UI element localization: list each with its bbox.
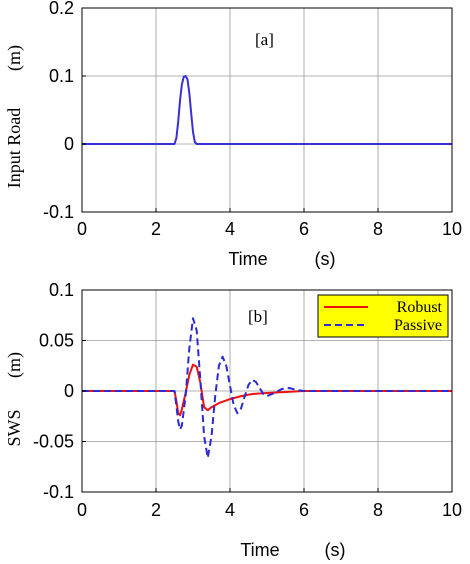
legend-label-passive: Passive <box>394 317 442 334</box>
x-tick-label: 6 <box>299 500 309 520</box>
plot-frame <box>81 7 453 213</box>
x-tick-label: 4 <box>225 219 235 239</box>
series-robust <box>82 363 452 417</box>
y-axis-label: Input Road <box>4 108 24 189</box>
y-axis-unit: (m) <box>4 45 25 71</box>
x-tick-label: 0 <box>77 219 87 239</box>
panel-tag: [a] <box>255 30 274 49</box>
x-tick-label: 2 <box>151 219 161 239</box>
y-tick-label: 0 <box>64 134 74 154</box>
y-tick-label: -0.1 <box>43 482 74 502</box>
x-axis-label: Time <box>228 249 267 269</box>
y-tick-label: -0.05 <box>33 432 74 452</box>
y-axis-unit: (m) <box>4 352 25 378</box>
x-axis-unit: (s) <box>315 249 336 269</box>
series-passive <box>82 317 452 459</box>
x-tick-label: 8 <box>373 219 383 239</box>
y-tick-label: -0.1 <box>43 202 74 222</box>
y-tick-label: 0.1 <box>49 280 74 300</box>
legend-label-robust: Robust <box>397 299 443 316</box>
x-tick-label: 8 <box>373 500 383 520</box>
x-tick-label: 4 <box>225 500 235 520</box>
y-tick-label: 0.2 <box>49 0 74 18</box>
x-tick-label: 0 <box>77 500 87 520</box>
panel-tag: [b] <box>248 307 268 326</box>
x-tick-label: 6 <box>299 219 309 239</box>
y-axis-label: SWS <box>4 409 24 446</box>
x-axis-unit: (s) <box>325 540 346 560</box>
x-axis-label: Time <box>240 540 279 560</box>
legend-box <box>317 294 449 338</box>
panel-b-chart: 0 2 4 6 8 10 -0.1 -0.05 0 0.05 0.1 Time (s) SWS (m) [b]… <box>4 280 462 560</box>
input-road-series <box>82 75 452 145</box>
y-tick-label: 0.05 <box>39 331 74 351</box>
x-tick-label: 10 <box>442 219 462 239</box>
y-tick-label: 0 <box>64 381 74 401</box>
y-tick-label: 0.1 <box>49 66 74 86</box>
x-tick-label: 10 <box>442 500 462 520</box>
x-tick-label: 2 <box>151 500 161 520</box>
